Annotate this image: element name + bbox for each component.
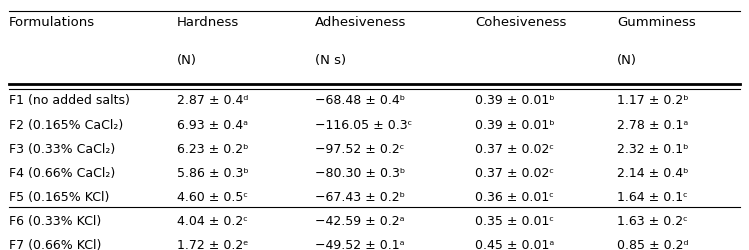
Text: F7 (0.66% KCl): F7 (0.66% KCl) xyxy=(9,238,101,250)
Text: −42.59 ± 0.2ᵃ: −42.59 ± 0.2ᵃ xyxy=(315,214,404,227)
Text: 0.37 ± 0.02ᶜ: 0.37 ± 0.02ᶜ xyxy=(475,166,554,179)
Text: 2.78 ± 0.1ᵃ: 2.78 ± 0.1ᵃ xyxy=(617,118,688,131)
Text: 6.93 ± 0.4ᵃ: 6.93 ± 0.4ᵃ xyxy=(177,118,248,131)
Text: 2.87 ± 0.4ᵈ: 2.87 ± 0.4ᵈ xyxy=(177,94,248,107)
Text: 1.72 ± 0.2ᵉ: 1.72 ± 0.2ᵉ xyxy=(177,238,248,250)
Text: 2.14 ± 0.4ᵇ: 2.14 ± 0.4ᵇ xyxy=(617,166,688,179)
Text: 0.35 ± 0.01ᶜ: 0.35 ± 0.01ᶜ xyxy=(475,214,554,227)
Text: F5 (0.165% KCl): F5 (0.165% KCl) xyxy=(9,190,109,203)
Text: F6 (0.33% KCl): F6 (0.33% KCl) xyxy=(9,214,101,227)
Text: −116.05 ± 0.3ᶜ: −116.05 ± 0.3ᶜ xyxy=(315,118,412,131)
Text: F3 (0.33% CaCl₂): F3 (0.33% CaCl₂) xyxy=(9,142,115,155)
Text: (N): (N) xyxy=(177,54,197,66)
Text: 0.37 ± 0.02ᶜ: 0.37 ± 0.02ᶜ xyxy=(475,142,554,155)
Text: −97.52 ± 0.2ᶜ: −97.52 ± 0.2ᶜ xyxy=(315,142,404,155)
Text: 0.39 ± 0.01ᵇ: 0.39 ± 0.01ᵇ xyxy=(475,94,555,107)
Text: Formulations: Formulations xyxy=(9,16,95,29)
Text: F1 (no added salts): F1 (no added salts) xyxy=(9,94,130,107)
Text: 0.85 ± 0.2ᵈ: 0.85 ± 0.2ᵈ xyxy=(617,238,688,250)
Text: 1.17 ± 0.2ᵇ: 1.17 ± 0.2ᵇ xyxy=(617,94,688,107)
Text: 5.86 ± 0.3ᵇ: 5.86 ± 0.3ᵇ xyxy=(177,166,249,179)
Text: 0.45 ± 0.01ᵃ: 0.45 ± 0.01ᵃ xyxy=(475,238,554,250)
Text: 0.36 ± 0.01ᶜ: 0.36 ± 0.01ᶜ xyxy=(475,190,554,203)
Text: (N): (N) xyxy=(617,54,637,66)
Text: 6.23 ± 0.2ᵇ: 6.23 ± 0.2ᵇ xyxy=(177,142,248,155)
Text: Adhesiveness: Adhesiveness xyxy=(315,16,406,29)
Text: 2.32 ± 0.1ᵇ: 2.32 ± 0.1ᵇ xyxy=(617,142,688,155)
Text: 4.60 ± 0.5ᶜ: 4.60 ± 0.5ᶜ xyxy=(177,190,248,203)
Text: 1.63 ± 0.2ᶜ: 1.63 ± 0.2ᶜ xyxy=(617,214,688,227)
Text: Hardness: Hardness xyxy=(177,16,239,29)
Text: −80.30 ± 0.3ᵇ: −80.30 ± 0.3ᵇ xyxy=(315,166,405,179)
Text: 1.64 ± 0.1ᶜ: 1.64 ± 0.1ᶜ xyxy=(617,190,688,203)
Text: Gumminess: Gumminess xyxy=(617,16,696,29)
Text: −68.48 ± 0.4ᵇ: −68.48 ± 0.4ᵇ xyxy=(315,94,405,107)
Text: (N s): (N s) xyxy=(315,54,346,66)
Text: F2 (0.165% CaCl₂): F2 (0.165% CaCl₂) xyxy=(9,118,123,131)
Text: F4 (0.66% CaCl₂): F4 (0.66% CaCl₂) xyxy=(9,166,115,179)
Text: Cohesiveness: Cohesiveness xyxy=(475,16,566,29)
Text: 4.04 ± 0.2ᶜ: 4.04 ± 0.2ᶜ xyxy=(177,214,248,227)
Text: −49.52 ± 0.1ᵃ: −49.52 ± 0.1ᵃ xyxy=(315,238,404,250)
Text: 0.39 ± 0.01ᵇ: 0.39 ± 0.01ᵇ xyxy=(475,118,555,131)
Text: −67.43 ± 0.2ᵇ: −67.43 ± 0.2ᵇ xyxy=(315,190,404,203)
